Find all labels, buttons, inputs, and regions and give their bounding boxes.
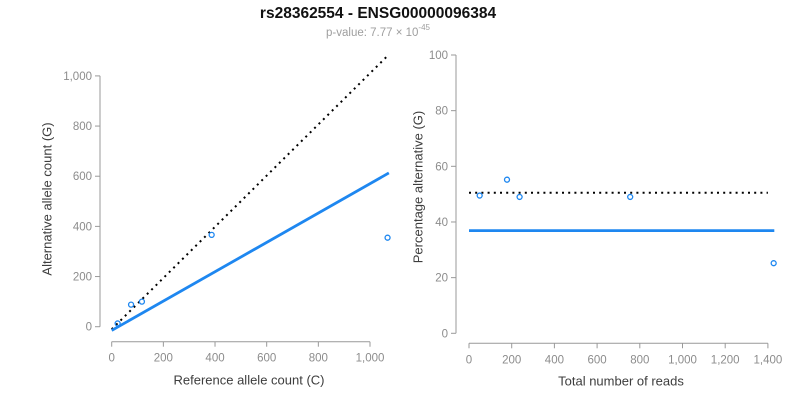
right-data-point [627,193,634,201]
left-x-tick-label: 200 [154,353,173,365]
left-y-axis-title: Alternative allele count (G) [39,122,55,276]
left-data-point [114,320,121,327]
left-x-axis-title: Reference allele count (C) [173,372,325,388]
left-x-tick-label: 1,000 [356,353,385,365]
left-x-tick-label: 800 [309,353,328,365]
right-y-axis-title: Percentage alternative (G) [410,110,426,264]
left-y-tick-label: 800 [73,121,92,133]
left-y-tick-label: 0 [86,322,92,334]
left-x-tick-label: 0 [108,353,114,365]
identity-line [110,55,389,330]
p-value-text: p-value: 7.77 × 10 [326,26,419,39]
right-x-tick-label: 1,000 [668,354,697,366]
right-data-point [516,193,523,201]
right-data-point [476,192,483,199]
right-x-tick-label: 1,400 [754,354,783,366]
figure-subtitle: p-value: 7.77 × 10-45 [326,23,430,39]
right-y-tick-label: 40 [435,217,448,229]
right-x-axis-title: Total number of reads [558,373,684,389]
regression-line [111,171,390,332]
right-x-tick-label: 200 [502,354,521,366]
left-data-point [127,301,135,308]
right-y-tick-label: 60 [435,161,448,173]
left-data-point [208,231,215,239]
left-y-tick-label: 1,000 [63,71,92,83]
right-x-tick-label: 0 [466,354,472,366]
left-y-tick-label: 400 [73,221,92,233]
right-x-tick-label: 600 [588,354,607,366]
right-y-tick-label: 80 [435,106,448,118]
figure-title: rs28362554 - ENSG00000096384 [259,5,497,22]
left-x-tick-label: 400 [205,353,224,365]
right-data-point [770,260,777,267]
right-y-tick-label: 0 [442,328,448,340]
right-y-tick-label: 20 [435,273,448,285]
left-data-point [384,234,391,241]
left-x-tick-label: 600 [257,353,276,365]
right-x-tick-label: 800 [630,354,649,366]
right-x-tick-label: 1,200 [711,354,740,366]
right-y-tick-label: 100 [429,50,448,62]
right-x-tick-label: 400 [545,354,564,366]
left-data-point [138,298,146,305]
left-y-tick-label: 200 [73,272,92,284]
left-y-tick-label: 600 [73,171,92,183]
right-data-point [503,176,511,183]
p-value-exponent: -45 [418,23,430,32]
